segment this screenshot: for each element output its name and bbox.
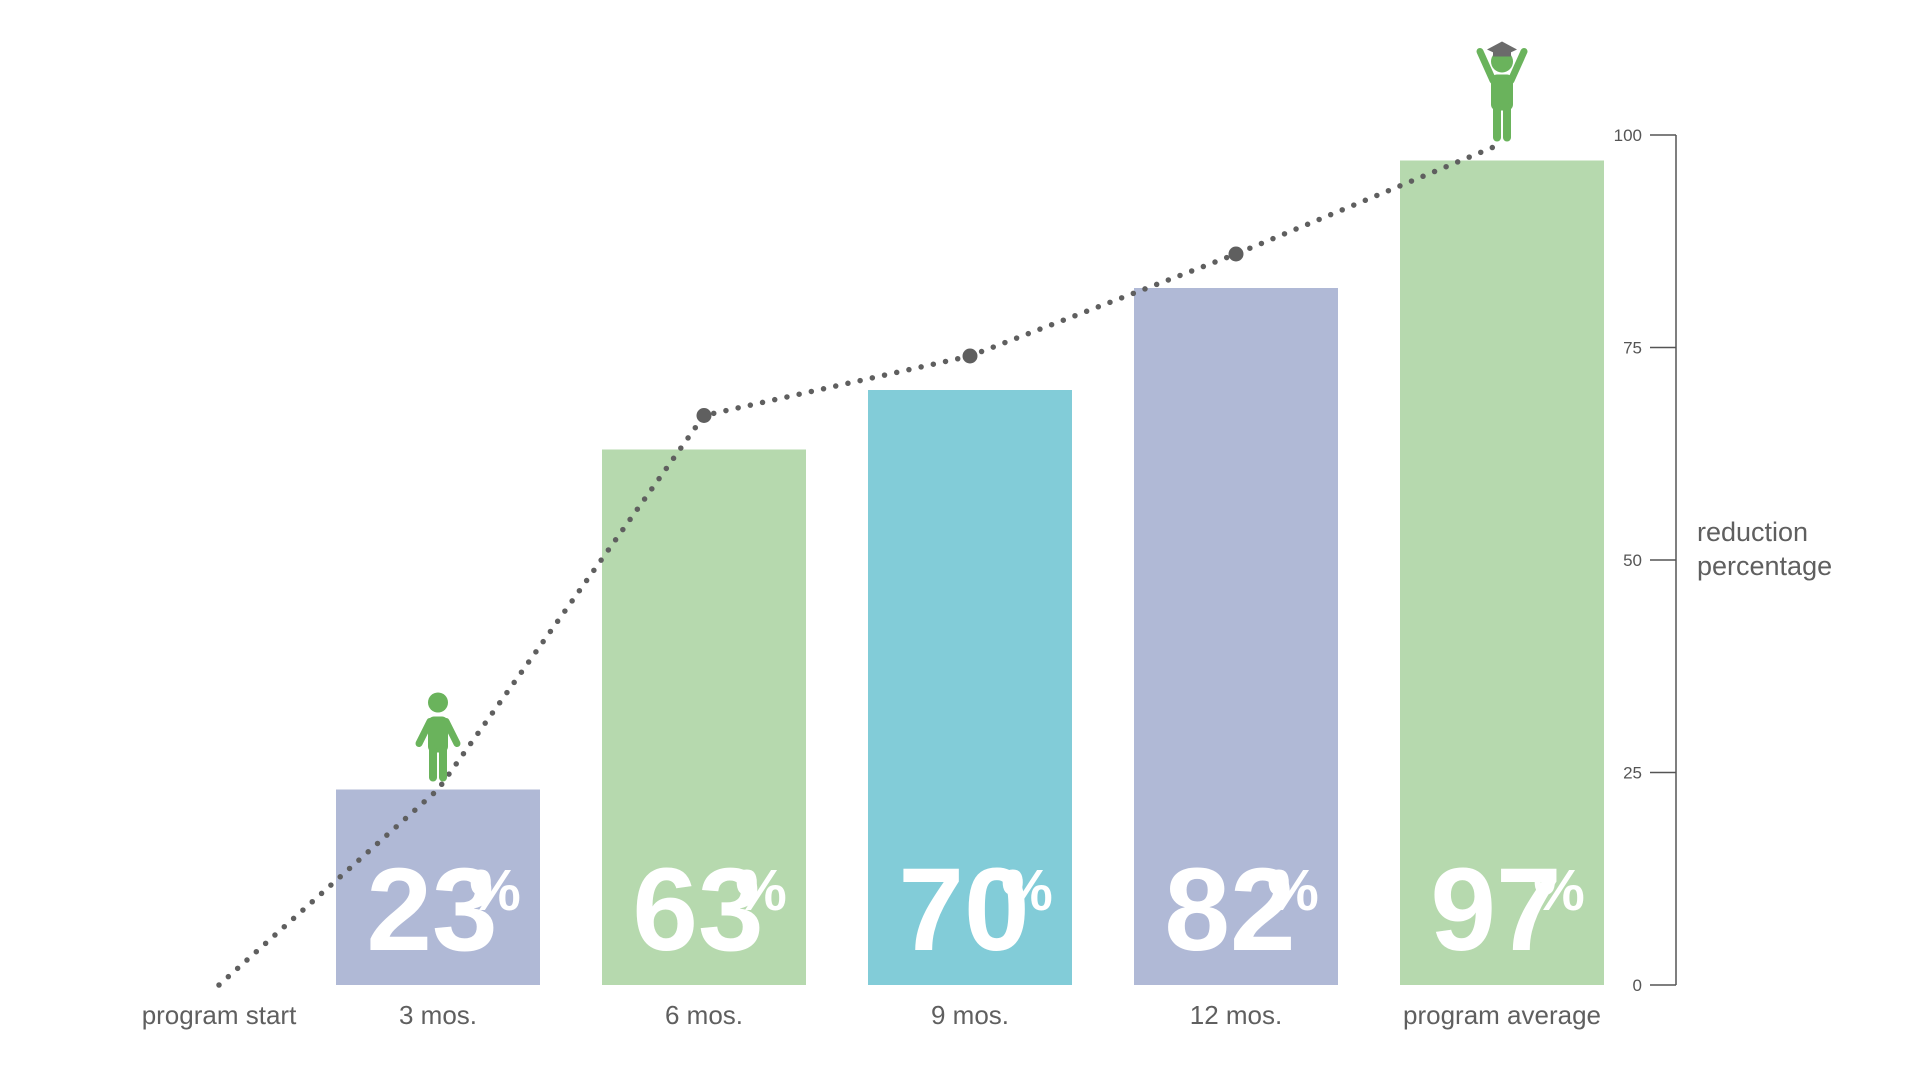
y-axis-title: percentage — [1697, 551, 1832, 581]
progress-line — [216, 140, 1505, 988]
category-labels: program start 3 mos. 6 mos. 9 mos. 12 mos. pr… — [142, 1000, 1601, 1030]
y-tick-label: 50 — [1623, 551, 1642, 570]
bar-value-percent: % — [1533, 858, 1585, 923]
y-tick-label: 0 — [1633, 976, 1642, 995]
y-tick-label: 25 — [1623, 764, 1642, 783]
line-point — [962, 348, 978, 364]
bar-value-percent: % — [1267, 858, 1319, 923]
bar — [1134, 288, 1338, 985]
bar — [868, 390, 1072, 985]
bar — [602, 449, 806, 985]
y-axis: 0 25 50 75 100 reduction percentage — [1614, 126, 1832, 995]
category-label: 3 mos. — [399, 1000, 477, 1030]
bar-value-percent: % — [1001, 858, 1053, 923]
bar-value-percent: % — [469, 858, 521, 923]
graduate-icon — [1476, 41, 1528, 142]
category-label: 12 mos. — [1190, 1000, 1283, 1030]
y-tick-label: 75 — [1623, 339, 1642, 358]
progress-line-path — [216, 140, 1505, 988]
bar-value-percent: % — [735, 858, 787, 923]
person-icon — [415, 692, 461, 782]
line-point — [696, 408, 712, 423]
y-tick-label: 100 — [1614, 126, 1642, 145]
y-axis-title: reduction — [1697, 517, 1808, 547]
line-point — [1228, 246, 1244, 262]
bar-value-label: 82 — [1164, 844, 1295, 976]
bar — [336, 789, 540, 985]
bar-value-label: 97 — [1430, 844, 1561, 976]
category-label: 9 mos. — [931, 1000, 1009, 1030]
bar-value-label: 70 — [898, 844, 1029, 976]
category-label-start: program start — [142, 1000, 297, 1030]
bar-value-label: 63 — [632, 844, 763, 976]
icons — [415, 41, 1528, 782]
bars: 23% 63% 70% 82% 97% — [336, 160, 1604, 985]
bar-value-label: 23 — [366, 844, 497, 976]
bar — [1400, 160, 1604, 985]
category-label: 6 mos. — [665, 1000, 743, 1030]
category-label: program average — [1403, 1000, 1601, 1030]
